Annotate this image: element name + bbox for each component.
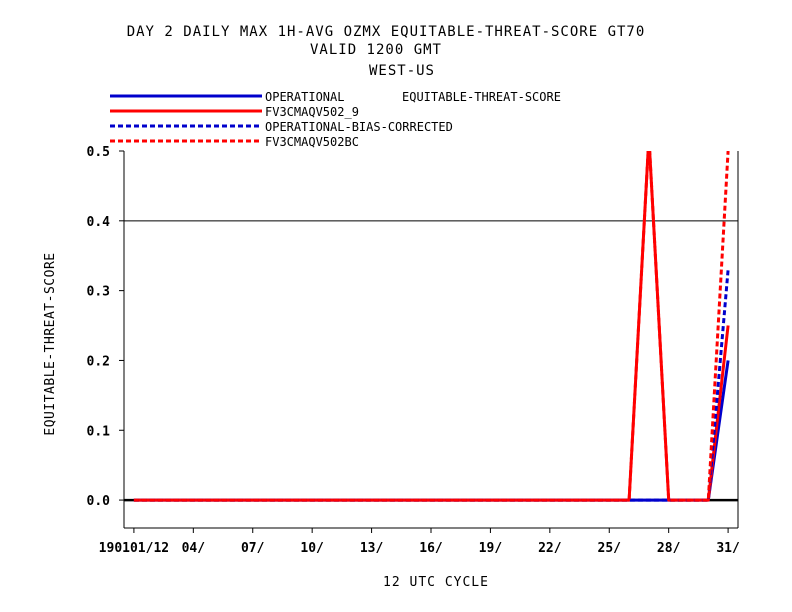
x-tick-label: 190101/12	[99, 541, 169, 556]
legend-label-operational: OPERATIONAL	[265, 90, 344, 104]
horizontal-gridlines	[124, 220, 738, 502]
y-tick-label: 0.1	[87, 424, 111, 439]
legend-title: EQUITABLE-THREAT-SCORE	[402, 90, 561, 104]
y-axis-label: EQUITABLE-THREAT-SCORE	[43, 252, 58, 435]
series-line-operational	[133, 360, 730, 502]
x-tick-label: 16/	[419, 541, 443, 556]
legend-label-fv3cmaqv502bc: FV3CMAQV502BC	[265, 135, 359, 149]
x-tick-label: 31/	[716, 541, 740, 556]
x-tick-label: 07/	[241, 541, 265, 556]
series-line-fv3cmaqv502bc	[133, 151, 730, 502]
y-tick-label: 0.4	[87, 215, 111, 230]
x-tick-label: 28/	[657, 541, 681, 556]
x-tick-label: 22/	[538, 541, 562, 556]
series-line-fv3cmaqv502-9	[133, 151, 730, 502]
chart-title: DAY 2 DAILY MAX 1H-AVG OZMX EQUITABLE-TH…	[127, 24, 646, 79]
y-tick-label: 0.3	[87, 285, 110, 300]
y-tick-label: 0.5	[87, 145, 110, 160]
series-lines	[133, 151, 730, 502]
title-line-1: DAY 2 DAILY MAX 1H-AVG OZMX EQUITABLE-TH…	[127, 24, 646, 40]
legend-label-fv3cmaqv502-9: FV3CMAQV502_9	[265, 105, 359, 119]
x-axis-ticks: 190101/12 04/07/10/13/16/19/22/25/28/31/	[99, 528, 740, 556]
legend-label-operational-bias-corrected: OPERATIONAL-BIAS-CORRECTED	[265, 120, 453, 134]
legend: EQUITABLE-THREAT-SCORE OPERATIONALFV3CMA…	[110, 90, 561, 149]
x-tick-label: 25/	[598, 541, 622, 556]
x-tick-label: 10/	[300, 541, 324, 556]
title-line-3: WEST-US	[369, 63, 435, 79]
x-tick-label: 04/	[182, 541, 206, 556]
x-tick-label: 19/	[479, 541, 503, 556]
y-tick-label: 0.0	[87, 494, 111, 509]
x-tick-label: 13/	[360, 541, 384, 556]
title-line-2: VALID 1200 GMT	[310, 42, 442, 58]
y-tick-label: 0.2	[87, 354, 110, 369]
x-axis-label: 12 UTC CYCLE	[383, 575, 489, 590]
y-axis-ticks: 0.0 0.1 0.2 0.3 0.4 0.5	[87, 145, 124, 509]
